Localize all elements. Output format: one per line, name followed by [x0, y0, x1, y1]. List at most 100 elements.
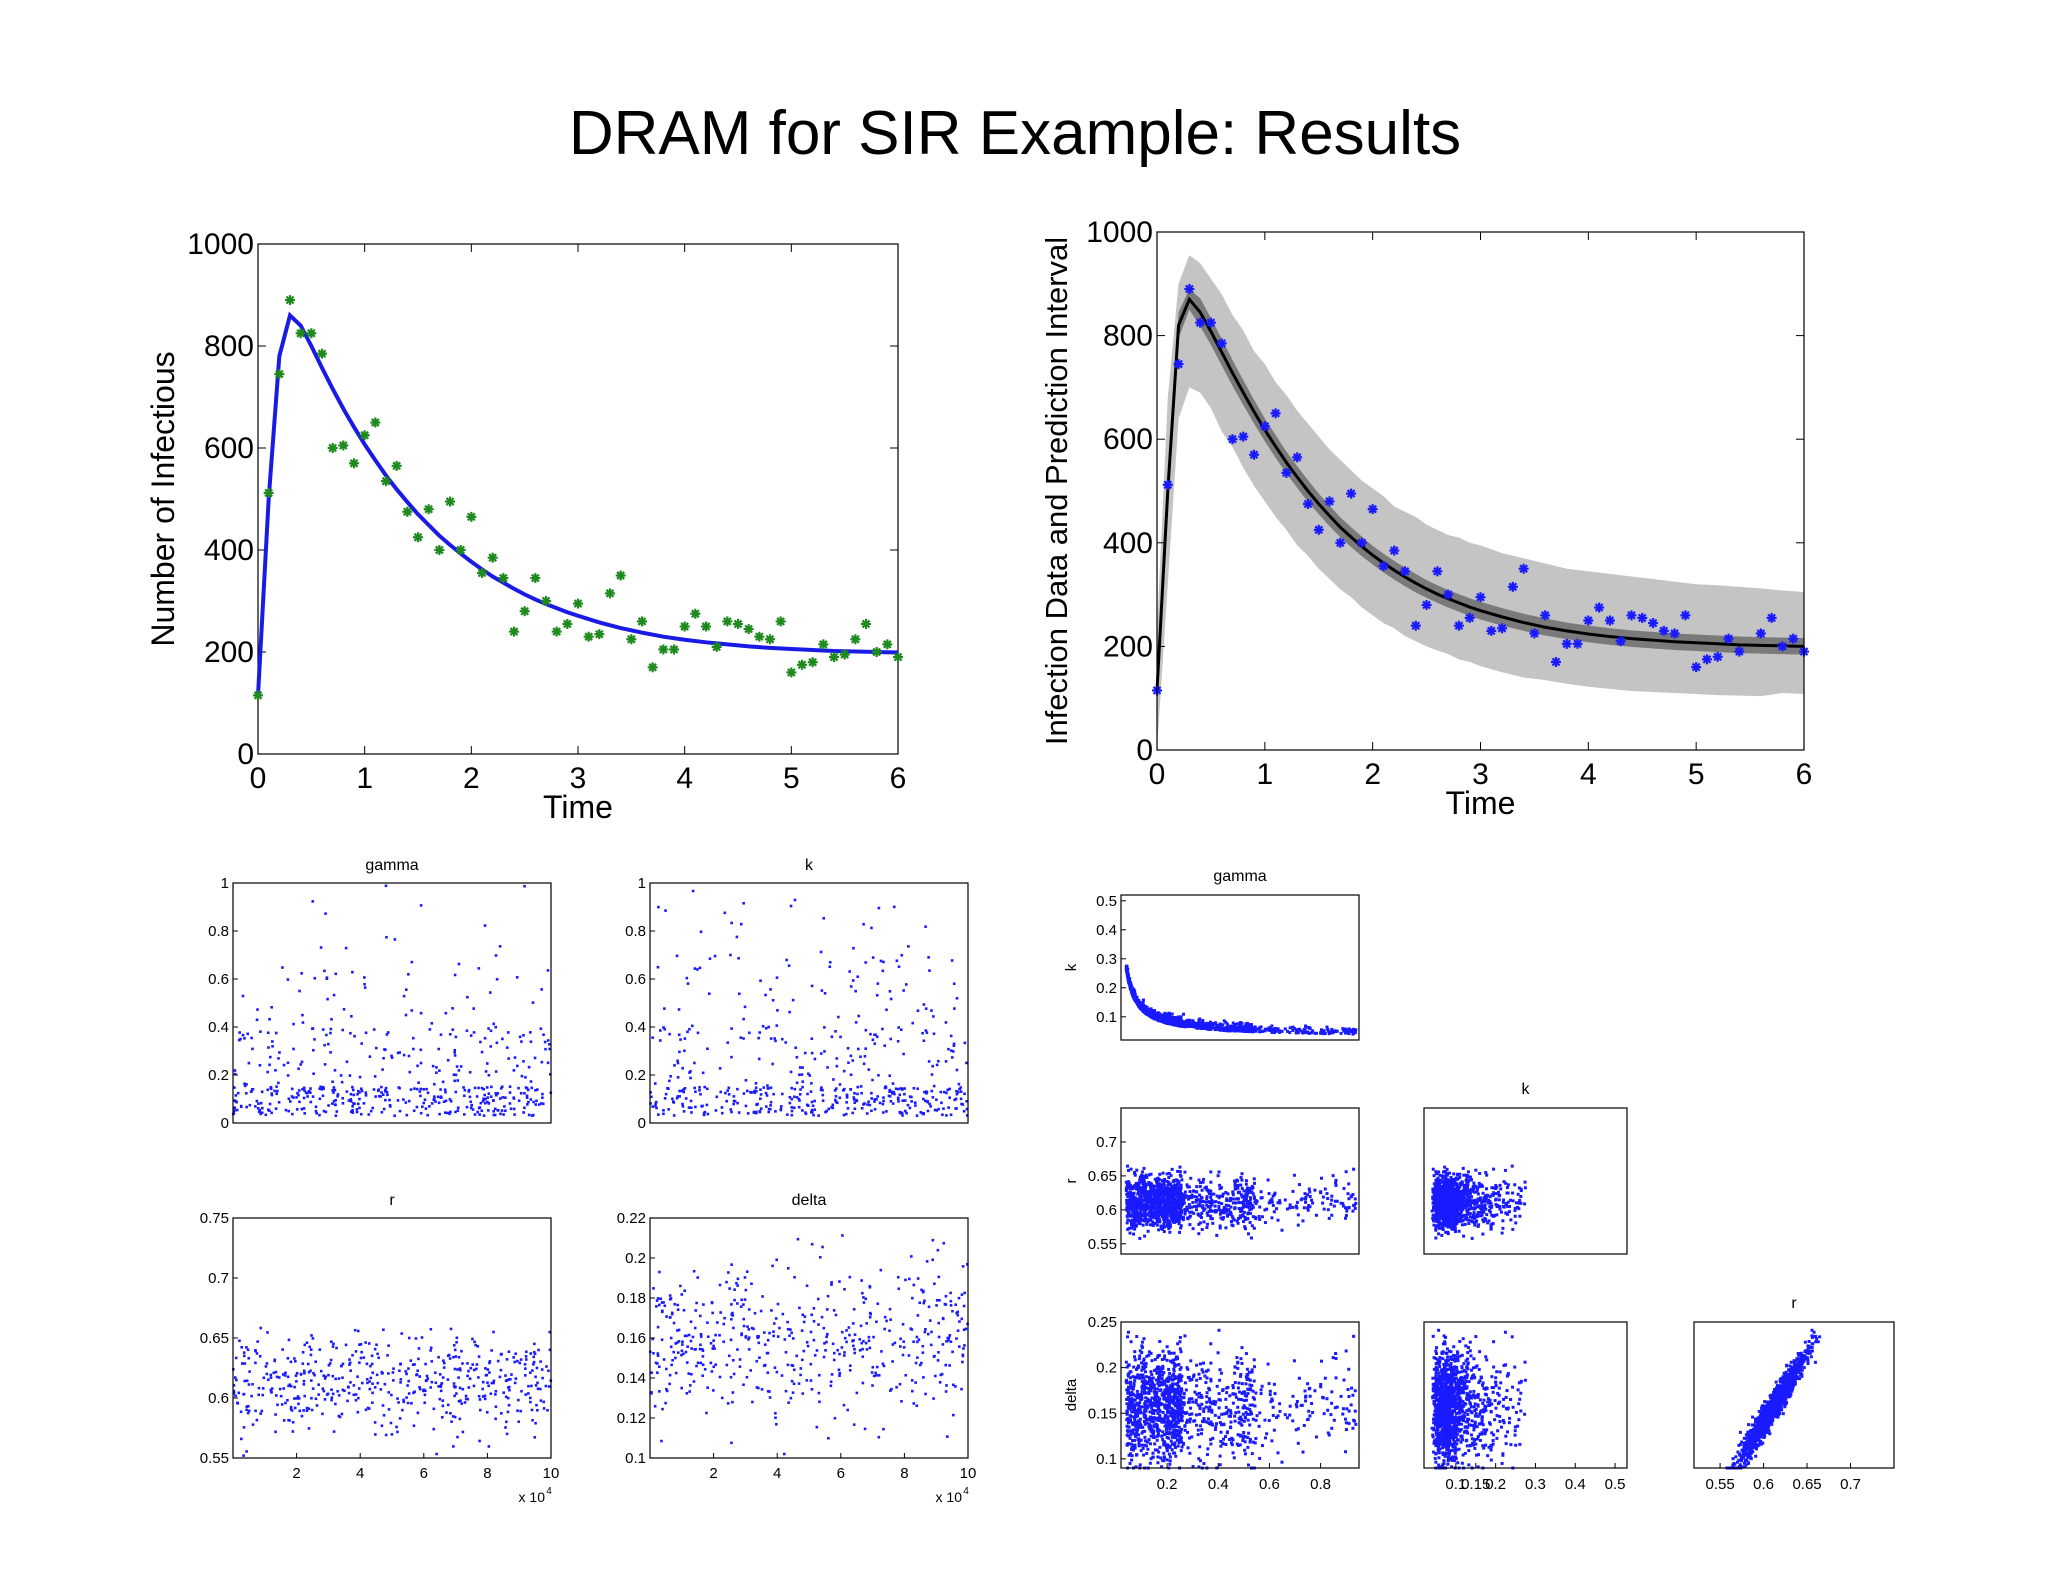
sample-point	[446, 1354, 450, 1358]
data-point-stroke	[264, 488, 273, 498]
sample-point	[1288, 1026, 1292, 1030]
sample-point	[1134, 1183, 1138, 1187]
sample-point	[1202, 1025, 1206, 1029]
sample-point	[353, 1328, 357, 1332]
sample-point	[292, 1096, 295, 1099]
sample-point	[1217, 1201, 1221, 1205]
sample-point	[539, 1027, 543, 1030]
sample-point	[754, 1111, 758, 1115]
sample-point	[407, 1054, 411, 1058]
sample-point	[774, 1411, 777, 1415]
sample-point	[265, 1372, 269, 1376]
sample-point	[452, 1355, 455, 1359]
sample-point	[494, 1092, 498, 1095]
sample-point	[487, 1027, 490, 1030]
sample-point	[1231, 1201, 1235, 1205]
sample-point	[489, 1045, 493, 1048]
sample-point	[358, 1106, 361, 1110]
sample-point	[955, 1089, 958, 1093]
sample-point	[792, 1382, 796, 1386]
sample-point	[727, 1093, 731, 1096]
sample-point	[672, 1101, 676, 1104]
sample-point	[942, 1317, 945, 1321]
sample-point	[745, 1270, 749, 1273]
sample-point	[377, 1356, 380, 1360]
sample-point	[1266, 1178, 1270, 1182]
sample-point	[415, 1105, 419, 1109]
sample-point	[259, 1412, 262, 1415]
sample-point	[301, 1021, 305, 1024]
sample-point	[1310, 1031, 1314, 1035]
sample-point	[822, 1326, 826, 1330]
sample-point	[1147, 1008, 1151, 1012]
sample-point	[330, 1396, 334, 1399]
sample-point	[446, 1403, 450, 1407]
sample-point	[810, 1313, 813, 1317]
sample-point	[944, 1303, 948, 1306]
y-tick-label: 0.8	[208, 923, 229, 940]
sample-point	[334, 1098, 337, 1102]
sample-point	[370, 1362, 374, 1366]
sample-point	[324, 1110, 328, 1114]
x-tick-label: 5	[783, 762, 800, 795]
sample-point	[498, 1097, 502, 1100]
x-tick-label: 3	[570, 762, 587, 795]
y-tick-label: 400	[204, 534, 254, 567]
sample-point	[868, 1315, 872, 1319]
sample-point	[862, 1062, 866, 1066]
sample-point	[803, 1315, 807, 1318]
sample-point	[458, 1386, 462, 1390]
sample-point	[375, 1373, 379, 1377]
sample-point	[1325, 1192, 1329, 1196]
sample-point	[1342, 1186, 1346, 1190]
sample-point	[380, 1110, 384, 1114]
sample-point	[537, 1103, 541, 1106]
sample-point	[959, 1090, 963, 1093]
chain-panel-k: k00.20.40.60.81	[625, 857, 969, 1132]
sample-point	[536, 1408, 539, 1412]
sample-point	[789, 904, 793, 908]
sample-point	[768, 1331, 771, 1335]
sample-point	[437, 1355, 440, 1359]
sample-point	[730, 1055, 733, 1059]
sample-point	[331, 1392, 335, 1396]
sample-point	[273, 1359, 276, 1363]
sample-point	[722, 1340, 726, 1344]
sample-point	[1354, 1028, 1358, 1032]
sample-point	[907, 1354, 911, 1357]
sample-point	[946, 1336, 950, 1340]
sample-point	[299, 1373, 303, 1376]
sample-point	[243, 1362, 247, 1365]
data-point-stroke	[819, 640, 828, 649]
sample-point	[1179, 1224, 1183, 1228]
sample-point	[701, 1355, 705, 1358]
sample-point	[932, 1032, 936, 1036]
sample-point	[393, 938, 397, 941]
sample-point	[266, 1070, 269, 1074]
sample-point	[687, 1333, 691, 1337]
sample-point	[965, 1061, 968, 1065]
sample-point	[343, 1389, 346, 1393]
sample-point	[1344, 1029, 1348, 1033]
sample-point	[393, 1114, 396, 1118]
sample-point	[725, 1363, 729, 1367]
sample-point	[1249, 1029, 1253, 1033]
sample-point	[1167, 1189, 1171, 1193]
data-point-stroke	[1681, 611, 1690, 620]
sample-point	[733, 1288, 736, 1291]
sample-point	[313, 976, 317, 980]
sample-point	[349, 1369, 352, 1372]
sample-point	[233, 1376, 237, 1379]
sample-point	[696, 1031, 700, 1035]
sample-point	[703, 1085, 706, 1089]
data-point	[818, 639, 829, 650]
sample-point	[418, 1375, 421, 1378]
sample-point	[243, 1037, 246, 1040]
sample-point	[1240, 1207, 1244, 1211]
sample-point	[720, 1106, 724, 1109]
sample-point	[813, 1354, 817, 1357]
sample-point	[341, 1388, 345, 1392]
sample-point	[347, 1099, 351, 1102]
sample-point	[668, 1382, 671, 1386]
sample-point	[1233, 1181, 1237, 1185]
